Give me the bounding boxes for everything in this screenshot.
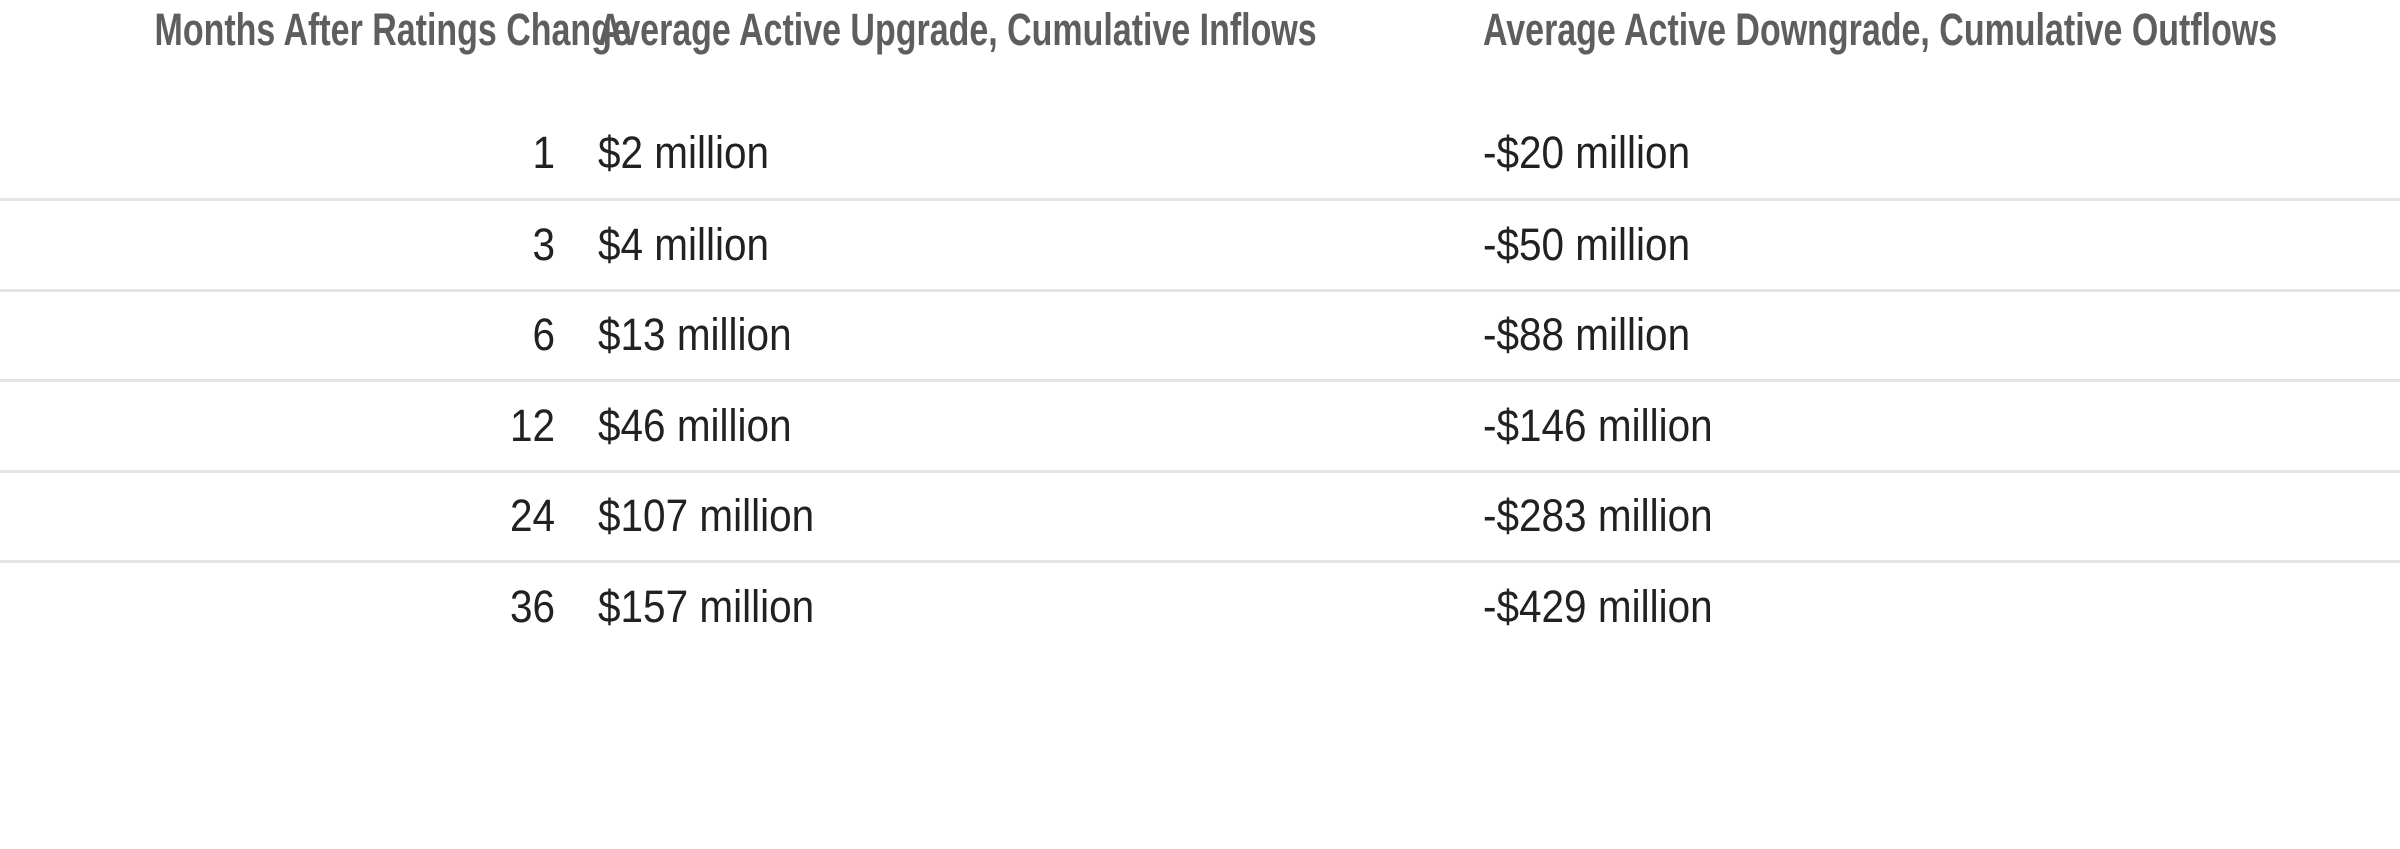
inflow-value: $46 million xyxy=(598,399,792,451)
inflow-value: $157 million xyxy=(598,580,815,632)
table-row-month-1: 1 $2 million -$20 million xyxy=(0,108,2400,199)
outflow-value: -$429 million xyxy=(1483,580,1713,632)
months-value: 3 xyxy=(532,218,555,270)
cell-outflow: -$283 million xyxy=(1440,491,2400,541)
cell-outflow: -$50 million xyxy=(1440,218,2400,270)
outflow-value: -$146 million xyxy=(1483,399,1713,451)
cell-inflow: $46 million xyxy=(555,399,1440,451)
inflow-value: $2 million xyxy=(598,126,770,178)
ratings-change-flows-table: Months After Ratings Change Average Acti… xyxy=(0,0,2400,651)
table-row-month-24: 24 $107 million -$283 million xyxy=(0,469,2400,561)
months-value: 6 xyxy=(532,309,555,361)
months-value: 1 xyxy=(532,126,555,178)
cell-inflow: $107 million xyxy=(555,491,1440,541)
cell-months: 24 xyxy=(0,491,555,541)
cell-months: 3 xyxy=(0,218,555,270)
cell-outflow: -$88 million xyxy=(1440,310,2400,360)
cell-outflow: -$429 million xyxy=(1440,580,2400,632)
inflow-value: $4 million xyxy=(598,218,770,270)
table-row-month-36: 36 $157 million -$429 million xyxy=(0,560,2400,651)
table-row-month-3: 3 $4 million -$50 million xyxy=(0,198,2400,289)
inflow-value: $107 million xyxy=(598,490,815,542)
cell-outflow: -$20 million xyxy=(1440,126,2400,178)
column-header-upgrade-cumulative-inflows: Average Active Upgrade, Cumulative Inflo… xyxy=(555,0,1440,55)
months-value: 36 xyxy=(509,580,555,632)
column-header-label: Average Active Upgrade, Cumulative Inflo… xyxy=(598,4,1317,55)
cell-inflow: $157 million xyxy=(555,580,1440,632)
cell-months: 12 xyxy=(0,399,555,451)
cell-months: 6 xyxy=(0,310,555,360)
table-header-row: Months After Ratings Change Average Acti… xyxy=(0,0,2400,108)
cell-inflow: $13 million xyxy=(555,310,1440,360)
outflow-value: -$20 million xyxy=(1483,126,1691,178)
cell-outflow: -$146 million xyxy=(1440,399,2400,451)
column-header-months-after-ratings-change: Months After Ratings Change xyxy=(0,0,631,55)
table-row-month-6: 6 $13 million -$88 million xyxy=(0,288,2400,380)
column-header-label: Months After Ratings Change xyxy=(154,4,631,55)
table-row-month-12: 12 $46 million -$146 million xyxy=(0,379,2400,470)
outflow-value: -$50 million xyxy=(1483,218,1691,270)
outflow-value: -$283 million xyxy=(1483,490,1713,542)
cell-months: 1 xyxy=(0,126,555,178)
months-value: 12 xyxy=(509,399,555,451)
cell-inflow: $2 million xyxy=(555,126,1440,178)
inflow-value: $13 million xyxy=(598,309,792,361)
cell-inflow: $4 million xyxy=(555,218,1440,270)
column-header-downgrade-cumulative-outflows: Average Active Downgrade, Cumulative Out… xyxy=(1440,0,2400,55)
column-header-label: Average Active Downgrade, Cumulative Out… xyxy=(1483,4,2278,55)
cell-months: 36 xyxy=(0,580,555,632)
months-value: 24 xyxy=(509,490,555,542)
outflow-value: -$88 million xyxy=(1483,309,1691,361)
